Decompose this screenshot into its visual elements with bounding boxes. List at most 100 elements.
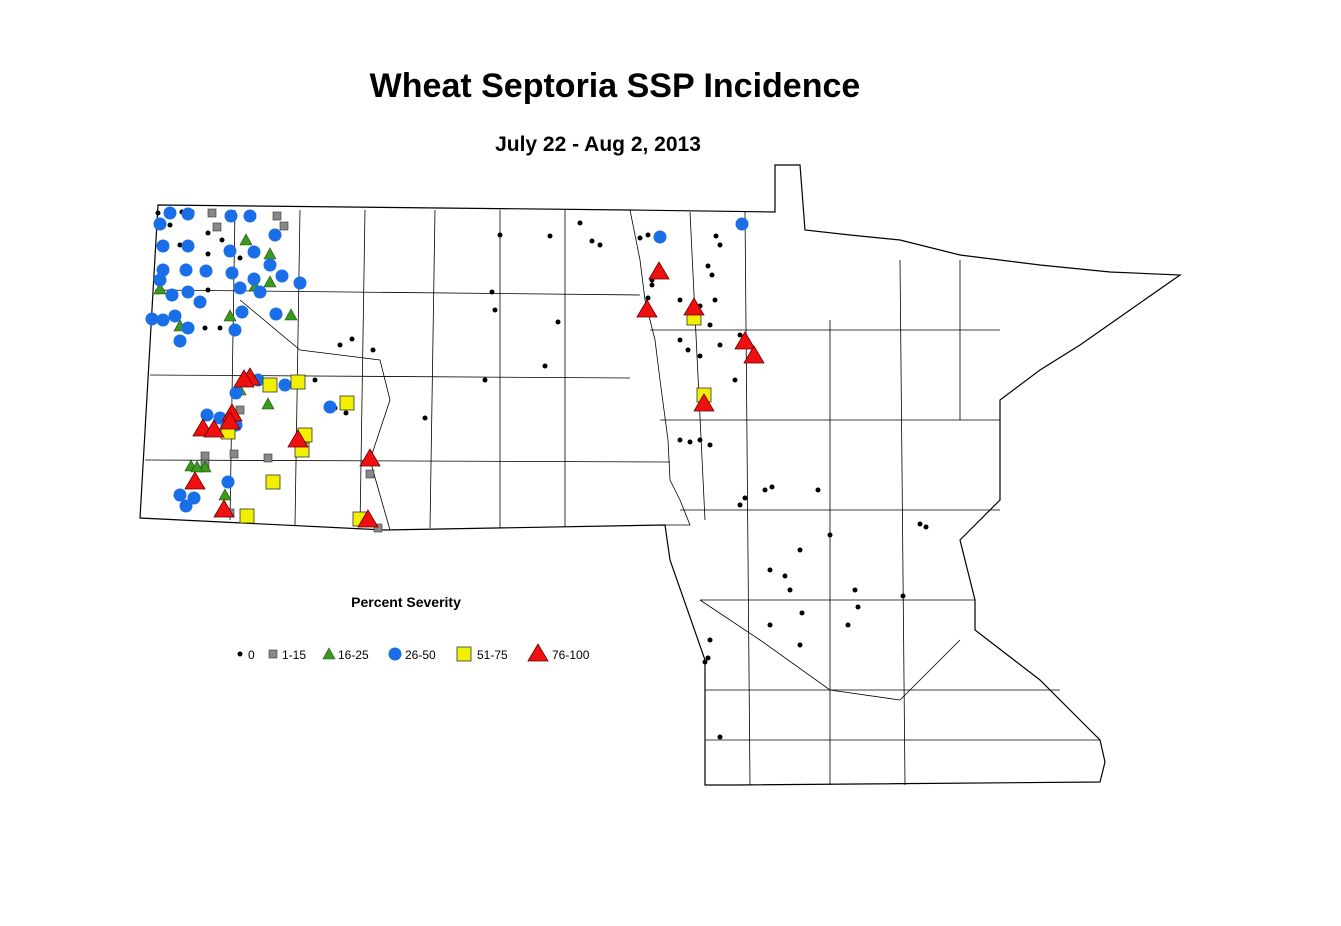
marker-circle-blue <box>278 378 292 392</box>
marker-circle-blue <box>253 285 267 299</box>
marker-circle-blue <box>275 269 289 283</box>
marker-circle-blue <box>179 263 193 277</box>
marker-dot <box>797 642 803 648</box>
marker-dot <box>797 547 803 553</box>
marker-circle-blue <box>229 386 243 400</box>
marker-circle-blue <box>233 281 247 295</box>
marker-square-yellow <box>339 395 355 411</box>
marker-circle-blue <box>243 209 257 223</box>
marker-triangle-red <box>233 369 255 388</box>
marker-dot <box>705 655 711 661</box>
marker-dot <box>707 442 713 448</box>
marker-circle-blue <box>179 499 193 513</box>
marker-dot <box>237 255 243 261</box>
marker-triangle-red <box>743 345 765 364</box>
marker-triangle-red <box>213 499 235 518</box>
marker-dot <box>217 325 223 331</box>
marker-dot <box>677 297 683 303</box>
legend-title: Percent Severity <box>351 594 461 610</box>
marker-dot <box>702 659 708 665</box>
marker-triangle-green <box>284 308 298 321</box>
marker-dot <box>677 437 683 443</box>
marker-dot <box>762 487 768 493</box>
marker-dot <box>589 238 595 244</box>
marker-triangle-green <box>239 233 253 246</box>
marker-dot <box>177 242 183 248</box>
marker-triangle-red <box>636 299 658 318</box>
marker-triangle-green <box>153 282 167 295</box>
marker-square-gray <box>365 469 375 479</box>
marker-dot <box>597 242 603 248</box>
marker-dot <box>637 235 643 241</box>
marker-triangle-red <box>734 331 756 350</box>
marker-circle-blue <box>173 488 187 502</box>
marker-circle-blue <box>247 245 261 259</box>
marker-triangle-green <box>223 309 237 322</box>
marker-circle-blue <box>165 288 179 302</box>
marker-dot <box>685 347 691 353</box>
marker-dot <box>713 233 719 239</box>
marker-triangle-red <box>693 393 715 412</box>
marker-dot <box>237 651 243 657</box>
marker-triangle-red <box>527 643 549 662</box>
marker-dot <box>732 377 738 383</box>
legend-label: 1-15 <box>282 648 306 662</box>
marker-square-gray <box>235 405 245 415</box>
marker-circle-blue <box>181 321 195 335</box>
marker-triangle-red <box>287 429 309 448</box>
marker-circle-blue <box>156 263 170 277</box>
marker-dot <box>917 521 923 527</box>
marker-dot <box>712 297 718 303</box>
county-lines <box>144 209 1100 786</box>
marker-dot <box>337 342 343 348</box>
marker-circle-blue <box>293 276 307 290</box>
marker-circle-blue <box>735 217 749 231</box>
marker-dot <box>542 363 548 369</box>
marker-square-gray <box>263 453 273 463</box>
marker-circle-blue <box>228 323 242 337</box>
marker-dot <box>827 532 833 538</box>
marker-dot <box>167 222 173 228</box>
marker-dot <box>787 587 793 593</box>
marker-circle-blue <box>223 244 237 258</box>
legend-label: 76-100 <box>552 648 590 662</box>
marker-circle-blue <box>181 239 195 253</box>
marker-square-gray <box>229 449 239 459</box>
marker-dot <box>205 230 211 236</box>
marker-dot <box>497 232 503 238</box>
marker-dot <box>782 573 788 579</box>
marker-dot <box>555 319 561 325</box>
marker-circle-blue <box>181 207 195 221</box>
marker-dot <box>312 377 318 383</box>
marker-dot <box>717 734 723 740</box>
marker-circle-blue <box>181 285 195 299</box>
marker-square-yellow <box>239 508 255 524</box>
marker-dot <box>799 610 805 616</box>
marker-triangle-red <box>648 261 670 280</box>
marker-triangle-red <box>203 419 225 438</box>
marker-dot <box>697 353 703 359</box>
marker-dot <box>737 502 743 508</box>
marker-dot <box>205 287 211 293</box>
marker-square-gray <box>212 222 222 232</box>
marker-dot <box>547 233 553 239</box>
legend-label: 51-75 <box>477 648 508 662</box>
marker-dot <box>709 272 715 278</box>
marker-triangle-red <box>359 448 381 467</box>
marker-circle-blue <box>168 309 182 323</box>
marker-circle-blue <box>200 408 214 422</box>
marker-circle-blue <box>156 313 170 327</box>
marker-dot <box>845 622 851 628</box>
marker-square-yellow <box>262 377 278 393</box>
marker-circle-blue <box>263 258 277 272</box>
marker-circle-blue <box>225 266 239 280</box>
marker-dot <box>687 439 693 445</box>
marker-dot <box>645 295 651 301</box>
marker-circle-blue <box>221 475 235 489</box>
legend-label: 26-50 <box>405 648 436 662</box>
marker-dot <box>742 495 748 501</box>
marker-circle-blue <box>323 400 337 414</box>
marker-triangle-green <box>322 647 336 660</box>
marker-dot <box>717 342 723 348</box>
marker-circle-blue <box>269 307 283 321</box>
